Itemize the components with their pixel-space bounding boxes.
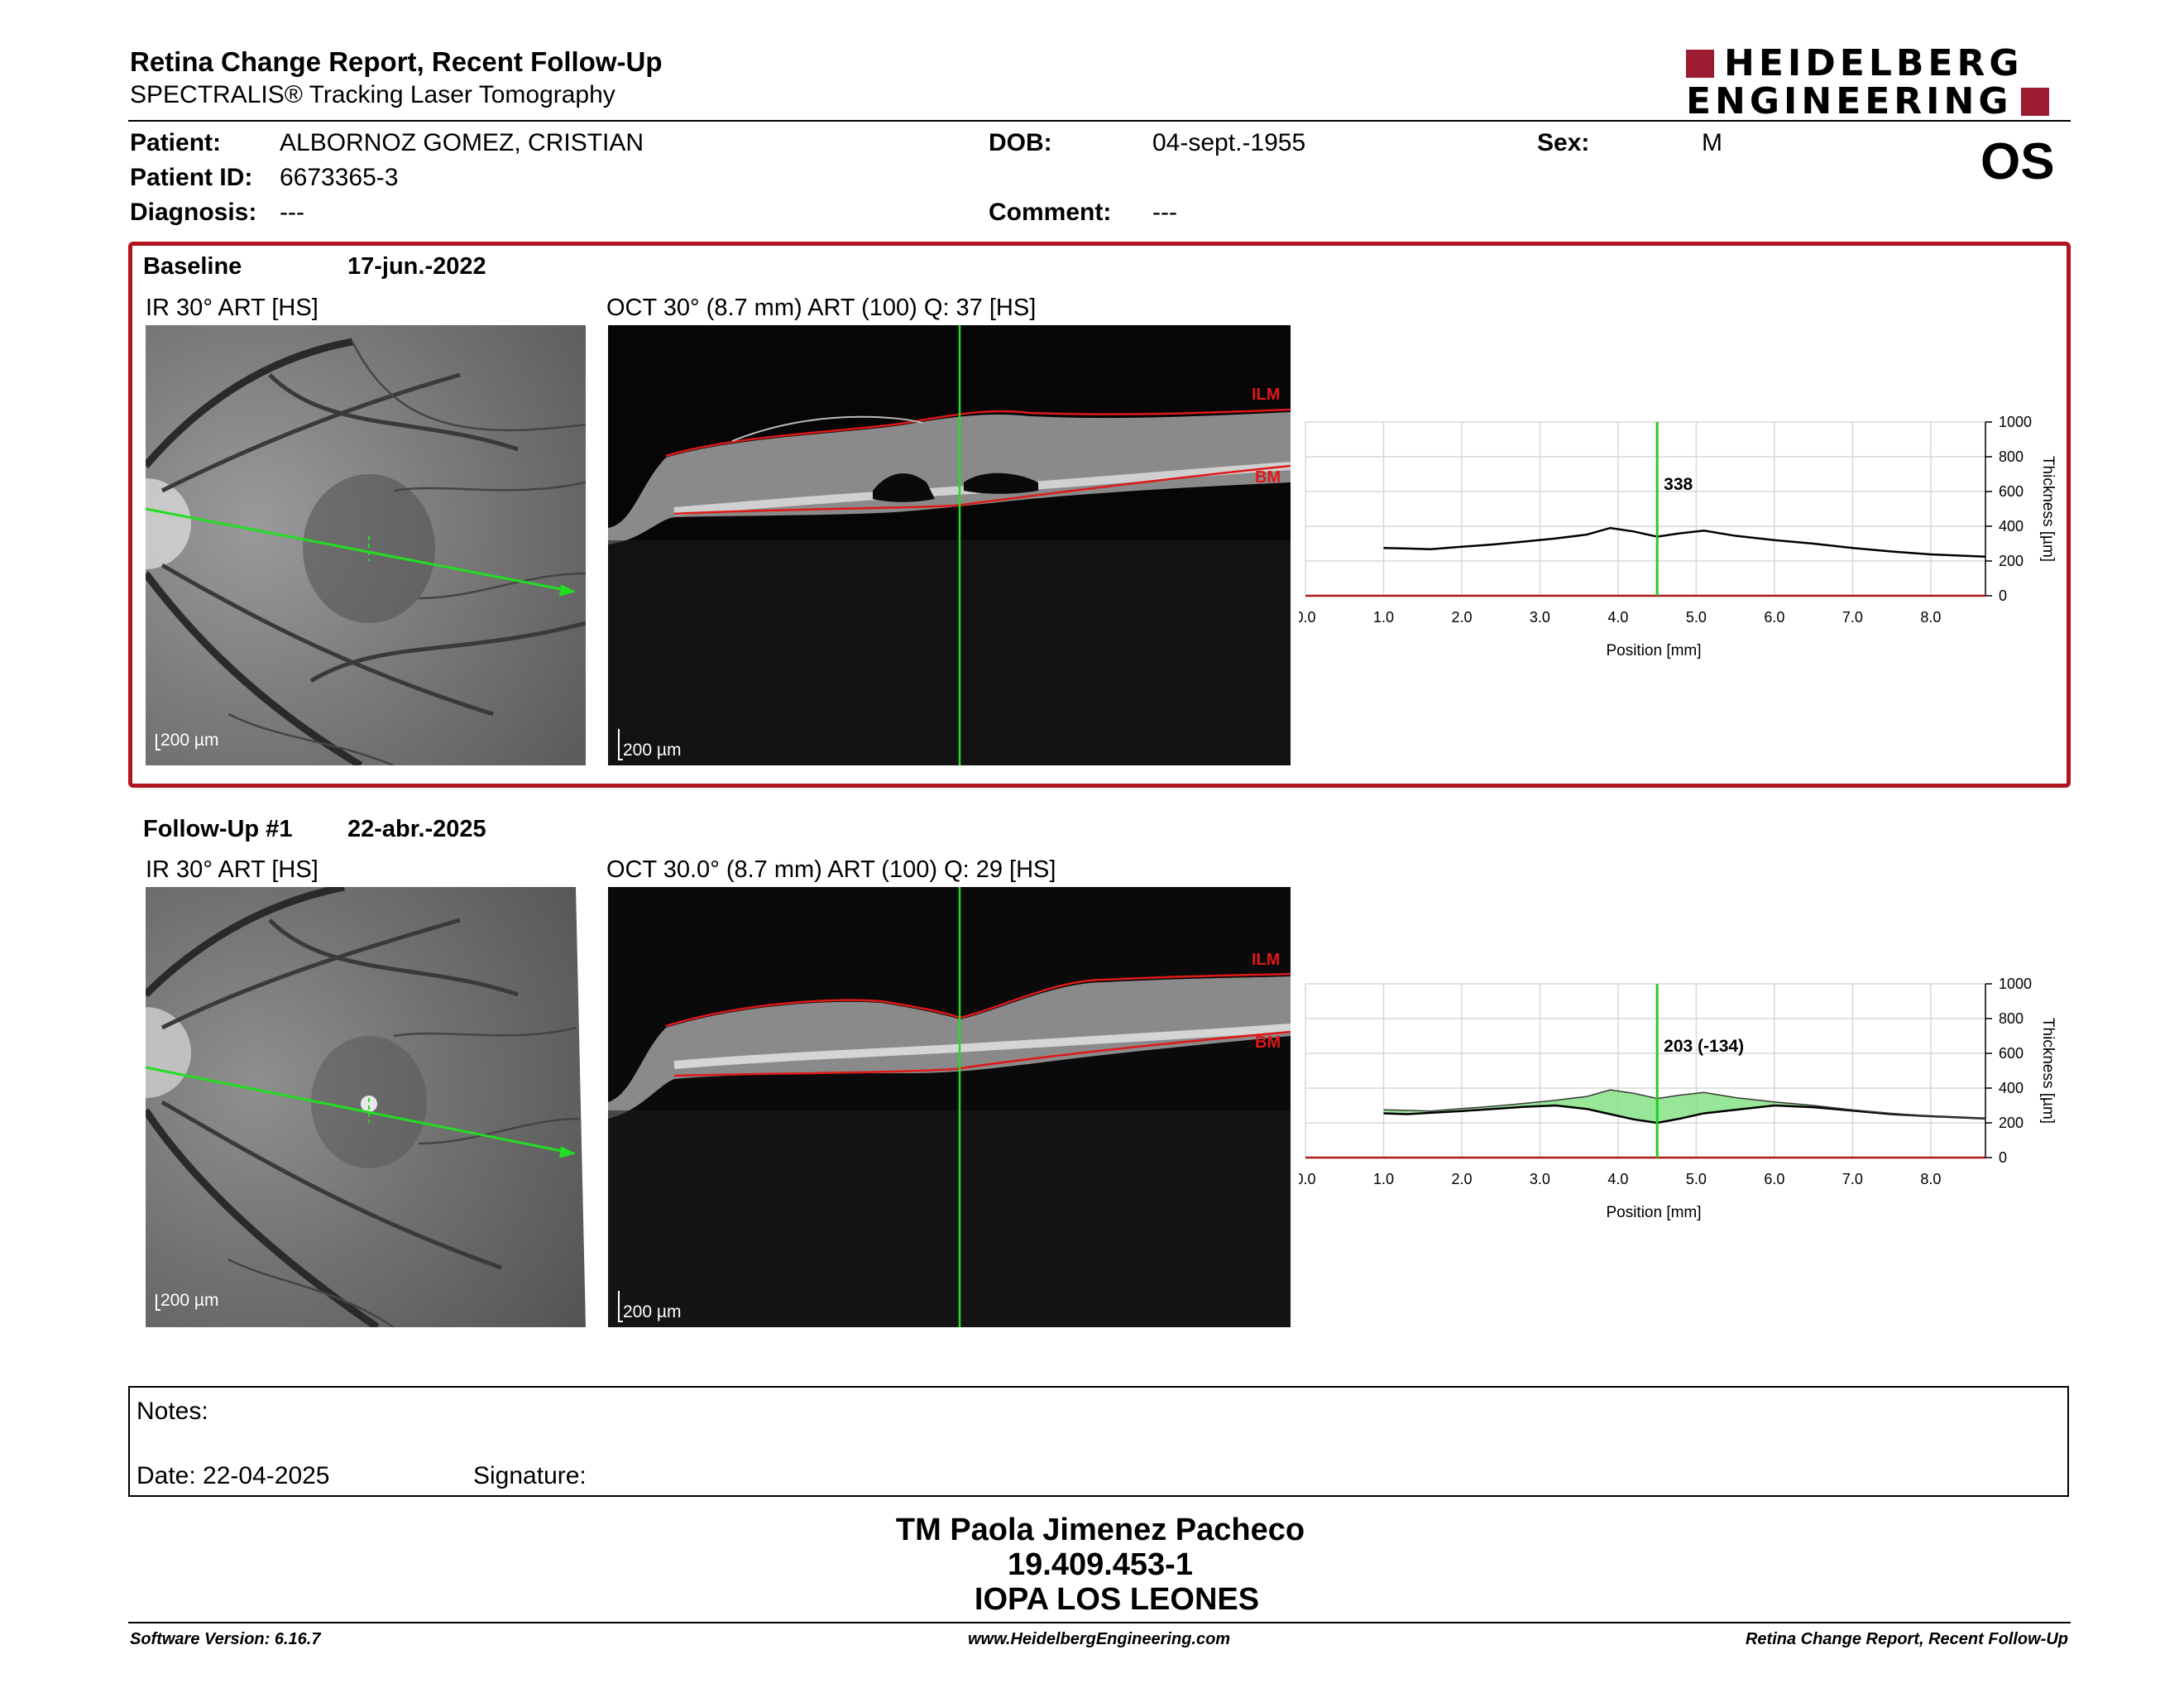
baseline-ilm-label: ILM	[1252, 386, 1280, 404]
x-tick-label: 2.0	[1451, 609, 1472, 626]
baseline-oct-image[interactable]: ILM BM 200 µm	[608, 325, 1291, 765]
baseline-bm-label: BM	[1255, 468, 1281, 487]
x-tick-label: 3.0	[1530, 609, 1550, 626]
followup-oct-label: OCT 30.0° (8.7 mm) ART (100) Q: 29 [HS]	[606, 856, 1056, 883]
logo-line-2: ENGINEERING	[1686, 80, 2013, 122]
followup-ilm-label: ILM	[1252, 951, 1280, 969]
followup-ir-label: IR 30° ART [HS]	[146, 856, 318, 883]
cursor-value-label: 203 (-134)	[1664, 1037, 1744, 1056]
baseline-oct-scale: 200 µm	[618, 729, 681, 760]
comment-value: ---	[1152, 199, 1177, 226]
x-axis-label: Position [mm]	[1606, 642, 1701, 659]
followup-bm-label: BM	[1255, 1033, 1281, 1052]
signatory-rut: 19.409.453-1	[1008, 1547, 1193, 1582]
logo-square-icon	[1686, 50, 1714, 78]
followup-ir-image[interactable]: 200 µm	[146, 887, 586, 1327]
notes-date: Date: 22-04-2025	[136, 1462, 330, 1489]
x-tick-label: 8.0	[1920, 1171, 1941, 1187]
sex-label: Sex:	[1537, 129, 1590, 156]
y-axis-label: Thickness [µm]	[2039, 1018, 2057, 1124]
heidelberg-logo: HEIDELBERG ENGINEERING	[1686, 45, 2068, 121]
y-tick-label: 200	[1999, 1115, 2024, 1131]
baseline-ir-label: IR 30° ART [HS]	[146, 295, 318, 321]
y-tick-label: 600	[1999, 1045, 2024, 1062]
y-tick-label: 1000	[1999, 976, 2032, 992]
x-tick-label: 7.0	[1842, 609, 1863, 626]
x-tick-label: 6.0	[1764, 609, 1784, 626]
y-tick-label: 800	[1999, 448, 2024, 465]
baseline-date: 17-jun.-2022	[347, 253, 486, 280]
followup-oct-scale: 200 µm	[618, 1291, 681, 1322]
baseline-ir-image[interactable]: 200 µm	[146, 325, 586, 765]
report-title: Retina Change Report, Recent Follow-Up	[130, 46, 663, 77]
patient-name-label: Patient:	[130, 129, 222, 156]
y-tick-label: 0	[1999, 1149, 2007, 1166]
x-tick-label: 4.0	[1607, 609, 1628, 626]
thickness-change-area	[1383, 1090, 1985, 1123]
y-tick-label: 600	[1999, 483, 2024, 500]
notes-box[interactable]: Notes: Date: 22-04-2025 Signature:	[128, 1386, 2069, 1497]
logo-square-icon	[2020, 88, 2049, 116]
baseline-label: Baseline	[143, 253, 242, 280]
x-tick-label: 3.0	[1530, 1171, 1550, 1187]
cursor-value-label: 338	[1664, 475, 1693, 494]
followup-oct-image[interactable]: ILM BM 200 µm	[608, 887, 1291, 1327]
x-axis-label: Position [mm]	[1606, 1204, 1701, 1221]
diagnosis-label: Diagnosis:	[130, 199, 257, 226]
sex-value: M	[1702, 129, 1722, 156]
x-tick-label: 5.0	[1686, 1171, 1707, 1187]
x-tick-label: 6.0	[1764, 1171, 1784, 1187]
followup-label: Follow-Up #1	[143, 816, 293, 842]
dob-value: 04-sept.-1955	[1152, 129, 1306, 156]
signatory-center: IOPA LOS LEONES	[974, 1582, 1260, 1617]
thickness-series-line	[1383, 1104, 1986, 1125]
thickness-series-line	[1383, 526, 1986, 558]
x-tick-label: 5.0	[1686, 609, 1707, 626]
x-tick-label: 8.0	[1920, 609, 1941, 626]
baseline-ir-scale: 200 µm	[156, 731, 218, 750]
notes-label: Notes:	[136, 1398, 208, 1425]
signature-label: Signature:	[473, 1462, 587, 1489]
followup-ir-scale: 200 µm	[156, 1291, 218, 1311]
y-tick-label: 0	[1999, 587, 2007, 604]
thickness-series-line	[1383, 1089, 1986, 1120]
eye-indicator: OS	[1980, 133, 2055, 190]
software-version: Software Version: 6.16.7	[130, 1630, 321, 1648]
followup-thickness-chart: 0.0 1.0 2.0 3.0 4.0 5.0 6.0 7.0 8.0 0 200 400 600 800…	[1299, 976, 2057, 1221]
report-subtitle: SPECTRALIS® Tracking Laser Tomography	[130, 81, 615, 108]
x-tick-label: 2.0	[1451, 1171, 1472, 1187]
x-tick-label: 1.0	[1373, 609, 1394, 626]
x-tick-label: 0.0	[1299, 609, 1316, 626]
patient-name: ALBORNOZ GOMEZ, CRISTIAN	[280, 129, 644, 156]
y-tick-label: 1000	[1999, 414, 2032, 430]
x-tick-label: 1.0	[1373, 1171, 1394, 1187]
patient-id: 6673365-3	[280, 164, 399, 191]
x-tick-label: 0.0	[1299, 1171, 1316, 1187]
y-tick-label: 400	[1999, 518, 2024, 535]
logo-line-1: HEIDELBERG	[1724, 42, 2024, 84]
baseline-thickness-chart: 0.0 1.0 2.0 3.0 4.0 5.0 6.0 7.0 8.0 0 200 400 600 800…	[1299, 414, 2057, 659]
website-link[interactable]: www.HeidelbergEngineering.com	[968, 1630, 1231, 1648]
header-divider	[128, 120, 2071, 122]
patient-id-label: Patient ID:	[130, 164, 253, 191]
footer-report-name: Retina Change Report, Recent Follow-Up	[1745, 1630, 2068, 1648]
followup-date: 22-abr.-2025	[347, 816, 486, 842]
footer-divider	[128, 1622, 2071, 1623]
dob-label: DOB:	[989, 129, 1052, 156]
x-tick-label: 7.0	[1842, 1171, 1863, 1187]
baseline-oct-label: OCT 30° (8.7 mm) ART (100) Q: 37 [HS]	[606, 295, 1037, 321]
y-tick-label: 200	[1999, 553, 2024, 569]
baseline-frame	[128, 242, 2071, 788]
y-tick-label: 800	[1999, 1010, 2024, 1027]
signatory-name: TM Paola Jimenez Pacheco	[895, 1513, 1305, 1547]
x-tick-label: 4.0	[1607, 1171, 1628, 1187]
y-axis-label: Thickness [µm]	[2039, 456, 2057, 562]
y-tick-label: 400	[1999, 1080, 2024, 1096]
comment-label: Comment:	[989, 199, 1112, 226]
diagnosis-value: ---	[280, 199, 304, 226]
